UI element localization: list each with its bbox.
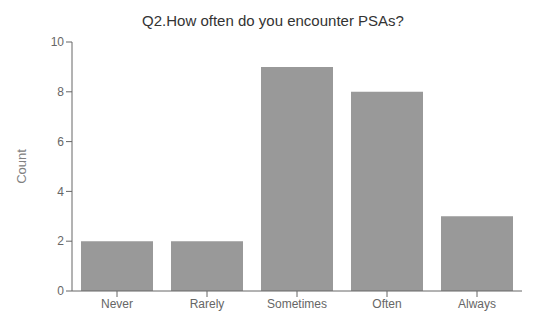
- svg-text:Rarely: Rarely: [190, 297, 225, 311]
- svg-text:Sometimes: Sometimes: [267, 297, 327, 311]
- svg-text:Never: Never: [101, 297, 133, 311]
- svg-text:Always: Always: [458, 297, 496, 311]
- svg-text:10: 10: [51, 35, 65, 49]
- html-text:Q2.How often do you encounter: Q2.How often do you encounter PSAs?: [142, 12, 404, 29]
- svg-text:Often: Often: [372, 297, 401, 311]
- svg-text:Count: Count: [14, 149, 29, 184]
- svg-text:2: 2: [57, 234, 64, 248]
- svg-text:0: 0: [57, 284, 64, 298]
- svg-text:4: 4: [57, 185, 64, 199]
- svg-text:8: 8: [57, 85, 64, 99]
- svg-text:6: 6: [57, 135, 64, 149]
